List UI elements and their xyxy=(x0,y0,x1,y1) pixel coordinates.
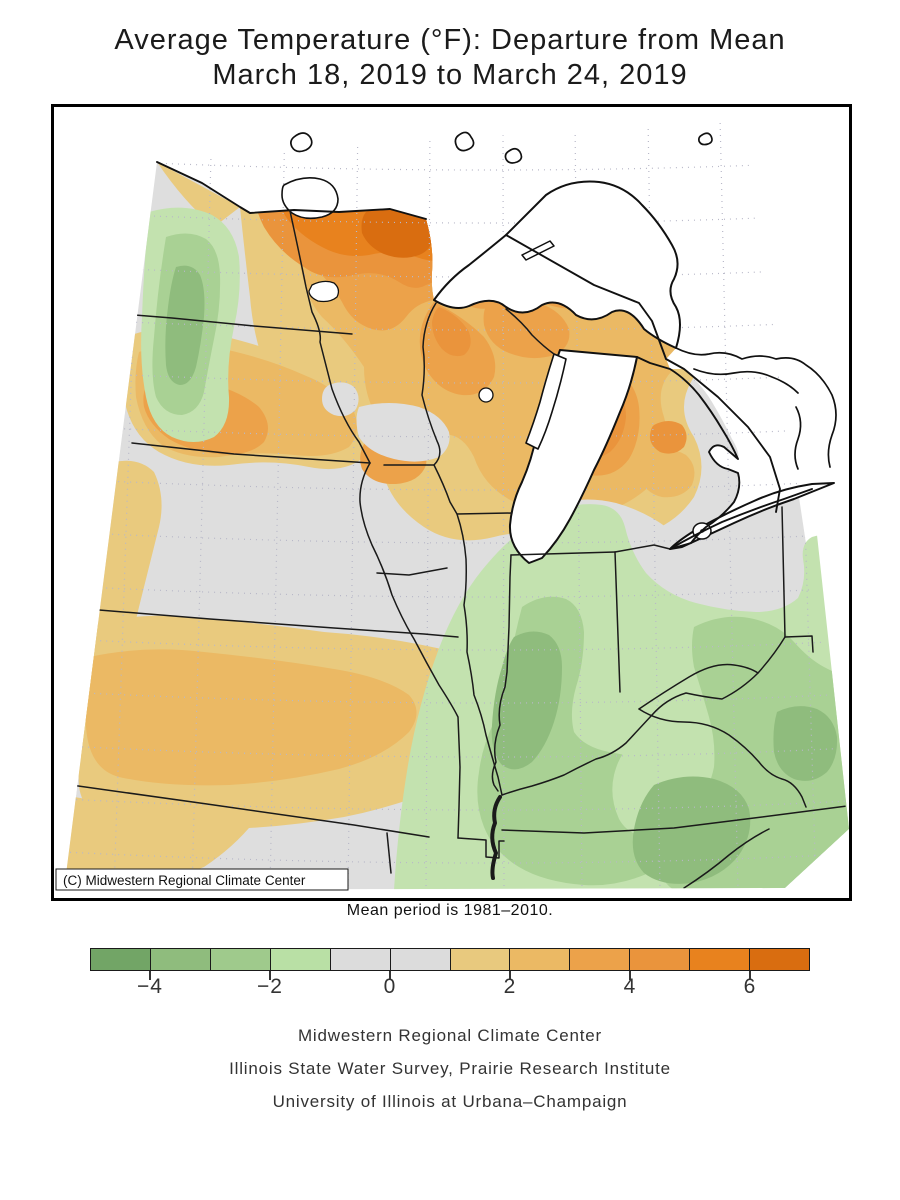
page-title: Average Temperature (°F): Departure from… xyxy=(114,24,786,56)
state-borders xyxy=(64,210,848,889)
colorbar-segment xyxy=(570,949,631,970)
colorbar-segment xyxy=(510,949,571,970)
colorbar-tick xyxy=(629,971,631,980)
colorbar-segment xyxy=(390,949,451,970)
colorbar-segment xyxy=(91,949,151,970)
colorbar-label: 4 xyxy=(623,975,637,998)
colorbar-tick xyxy=(389,971,391,980)
canada-shorelines xyxy=(290,131,837,470)
page-subtitle-dates: March 18, 2019 to March 24, 2019 xyxy=(212,59,688,91)
footer-university: University of Illinois at Urbana–Champai… xyxy=(272,1092,628,1111)
green-bay xyxy=(525,353,567,450)
colorbar-label: −2 xyxy=(257,975,283,998)
colorbar-label: 6 xyxy=(743,975,757,998)
colorbar xyxy=(90,948,810,971)
colorbar-tick xyxy=(269,971,271,980)
lake-of-the-woods xyxy=(281,177,339,220)
footer-org-name: Midwestern Regional Climate Center xyxy=(297,1026,603,1045)
footer-institute: Illinois State Water Survey, Prairie Res… xyxy=(229,1059,671,1078)
colorbar-segment xyxy=(450,949,511,970)
colorbar-segment xyxy=(630,949,691,970)
colorbar-segment xyxy=(210,949,271,970)
copyright-text: (C) Midwestern Regional Climate Center xyxy=(63,873,306,888)
colorbar-segment xyxy=(150,949,211,970)
colorbar-segment xyxy=(750,949,810,970)
colorbar-segment xyxy=(270,949,331,970)
red-lake xyxy=(308,280,340,303)
colorbar-tick xyxy=(149,971,151,980)
mille-lacs-lake xyxy=(478,387,494,403)
colorbar-label: 0 xyxy=(383,975,397,998)
colorbar-segment xyxy=(690,949,751,970)
map-frame: (C) Midwestern Regional Climate Center xyxy=(51,104,852,901)
isle-royale xyxy=(521,240,555,261)
mean-period-note: Mean period is 1981–2010. xyxy=(346,902,554,919)
national-border xyxy=(156,161,813,550)
copyright-box: (C) Midwestern Regional Climate Center xyxy=(55,868,349,891)
map-graphic: (C) Midwestern Regional Climate Center xyxy=(55,119,849,891)
colorbar-tick xyxy=(749,971,751,980)
colorbar-segment xyxy=(330,949,391,970)
colorbar-tick xyxy=(509,971,511,980)
colorbar-label: −4 xyxy=(137,975,163,998)
colorbar-label: 2 xyxy=(503,975,517,998)
